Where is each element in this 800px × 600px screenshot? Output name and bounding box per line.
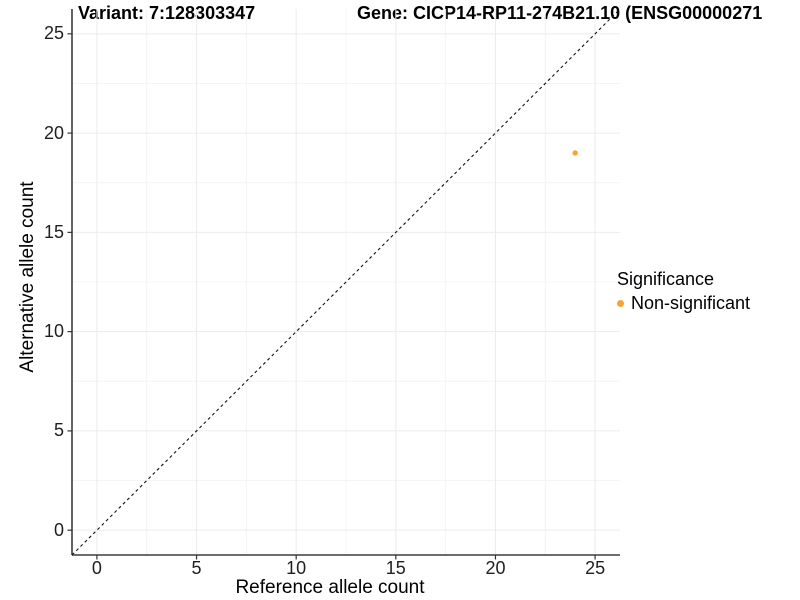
legend: Significance Non-significant [617,269,750,314]
y-axis-title: Alternative allele count [17,181,38,373]
gene-title: Gene: CICP14-RP11-274B21.10 (ENSG0000027… [357,3,763,23]
x-tick-label: 15 [385,558,406,578]
x-tick-label: 10 [286,558,307,578]
data-point [572,150,578,156]
y-tick-label: 0 [53,519,64,540]
y-tick-label: 10 [43,321,64,342]
x-tick-label: 0 [91,558,102,578]
y-tick-label: 15 [43,221,64,242]
y-tick-label: 5 [53,420,64,441]
legend-item-label: Non-significant [631,293,751,313]
x-tick-label: 20 [485,558,506,578]
legend-item-non-significant: Non-significant [617,293,750,314]
y-tick-label: 25 [43,23,64,44]
legend-point-icon [617,300,624,307]
legend-title: Significance [617,269,715,289]
variant-title: Variant: 7:128303347 [78,3,256,23]
identity-dashed-line [71,8,621,556]
x-tick-label: 5 [191,558,202,578]
y-tick-label: 20 [43,122,64,143]
x-axis-title: Reference allele count [235,577,425,598]
x-tick-label: 25 [585,558,606,578]
